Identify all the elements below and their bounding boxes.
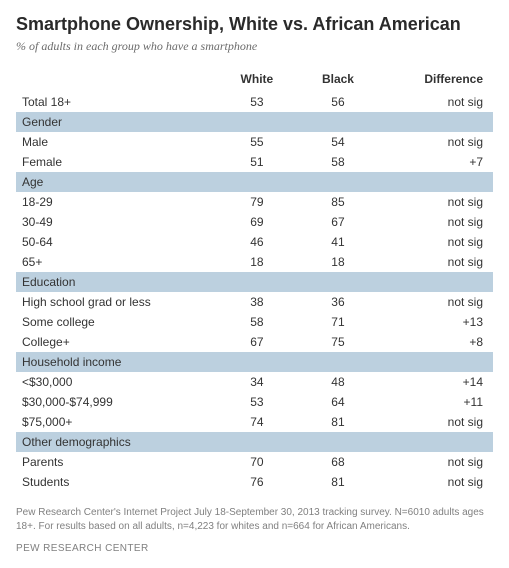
row-white: 79 — [216, 192, 297, 212]
row-diff: +13 — [379, 312, 494, 332]
table-row: Female5158+7 — [16, 152, 493, 172]
table-row: $30,000-$74,9995364+11 — [16, 392, 493, 412]
row-black: 75 — [297, 332, 378, 352]
row-label: 50-64 — [16, 232, 216, 252]
group-header-label: Other demographics — [16, 432, 493, 452]
row-label: High school grad or less — [16, 292, 216, 312]
row-white: 70 — [216, 452, 297, 472]
source-label: PEW RESEARCH CENTER — [16, 543, 493, 554]
row-diff: +8 — [379, 332, 494, 352]
col-header-label — [16, 68, 216, 92]
page-subtitle: % of adults in each group who have a sma… — [16, 39, 493, 54]
group-header-label: Education — [16, 272, 493, 292]
group-header-label: Gender — [16, 112, 493, 132]
group-header: Household income — [16, 352, 493, 372]
row-diff: not sig — [379, 212, 494, 232]
row-label: Parents — [16, 452, 216, 472]
row-diff: +11 — [379, 392, 494, 412]
row-black: 81 — [297, 472, 378, 492]
table-row: <$30,0003448+14 — [16, 372, 493, 392]
row-label: College+ — [16, 332, 216, 352]
row-white: 18 — [216, 252, 297, 272]
row-label: Female — [16, 152, 216, 172]
table-row: 65+1818not sig — [16, 252, 493, 272]
row-white: 55 — [216, 132, 297, 152]
row-label: Students — [16, 472, 216, 492]
row-white: 34 — [216, 372, 297, 392]
row-black: 54 — [297, 132, 378, 152]
row-white: 69 — [216, 212, 297, 232]
group-header: Education — [16, 272, 493, 292]
row-black: 71 — [297, 312, 378, 332]
row-label: Some college — [16, 312, 216, 332]
table-row: Male5554not sig — [16, 132, 493, 152]
row-white: 58 — [216, 312, 297, 332]
row-black: 58 — [297, 152, 378, 172]
row-black: 41 — [297, 232, 378, 252]
row-label: 30-49 — [16, 212, 216, 232]
row-white: 53 — [216, 92, 297, 112]
row-diff: not sig — [379, 452, 494, 472]
row-white: 38 — [216, 292, 297, 312]
row-black: 56 — [297, 92, 378, 112]
table-row: Parents7068not sig — [16, 452, 493, 472]
group-header: Other demographics — [16, 432, 493, 452]
row-diff: not sig — [379, 472, 494, 492]
row-diff: not sig — [379, 292, 494, 312]
row-black: 85 — [297, 192, 378, 212]
row-black: 81 — [297, 412, 378, 432]
row-white: 76 — [216, 472, 297, 492]
col-header-white: White — [216, 68, 297, 92]
row-label: $30,000-$74,999 — [16, 392, 216, 412]
row-black: 48 — [297, 372, 378, 392]
row-diff: not sig — [379, 232, 494, 252]
table-row: Total 18+5356not sig — [16, 92, 493, 112]
table-row: 50-644641not sig — [16, 232, 493, 252]
row-white: 74 — [216, 412, 297, 432]
row-label: 65+ — [16, 252, 216, 272]
row-black: 67 — [297, 212, 378, 232]
row-diff: +7 — [379, 152, 494, 172]
table-row: Students7681not sig — [16, 472, 493, 492]
group-header: Gender — [16, 112, 493, 132]
footnote-text: Pew Research Center's Internet Project J… — [16, 506, 493, 533]
col-header-diff: Difference — [379, 68, 494, 92]
data-table: White Black Difference Total 18+5356not … — [16, 68, 493, 492]
row-diff: not sig — [379, 132, 494, 152]
table-row: Some college5871+13 — [16, 312, 493, 332]
row-diff: not sig — [379, 92, 494, 112]
table-row: College+6775+8 — [16, 332, 493, 352]
row-white: 46 — [216, 232, 297, 252]
row-label: Male — [16, 132, 216, 152]
row-diff: not sig — [379, 412, 494, 432]
row-diff: not sig — [379, 252, 494, 272]
col-header-black: Black — [297, 68, 378, 92]
row-white: 51 — [216, 152, 297, 172]
group-header: Age — [16, 172, 493, 192]
table-row: 30-496967not sig — [16, 212, 493, 232]
group-header-label: Age — [16, 172, 493, 192]
row-white: 53 — [216, 392, 297, 412]
table-row: High school grad or less3836not sig — [16, 292, 493, 312]
header-row: White Black Difference — [16, 68, 493, 92]
row-diff: +14 — [379, 372, 494, 392]
row-label: $75,000+ — [16, 412, 216, 432]
table-row: 18-297985not sig — [16, 192, 493, 212]
row-label: <$30,000 — [16, 372, 216, 392]
row-black: 36 — [297, 292, 378, 312]
row-black: 64 — [297, 392, 378, 412]
row-white: 67 — [216, 332, 297, 352]
row-black: 18 — [297, 252, 378, 272]
row-label: Total 18+ — [16, 92, 216, 112]
page-title: Smartphone Ownership, White vs. African … — [16, 14, 493, 35]
row-diff: not sig — [379, 192, 494, 212]
table-row: $75,000+7481not sig — [16, 412, 493, 432]
group-header-label: Household income — [16, 352, 493, 372]
row-label: 18-29 — [16, 192, 216, 212]
row-black: 68 — [297, 452, 378, 472]
